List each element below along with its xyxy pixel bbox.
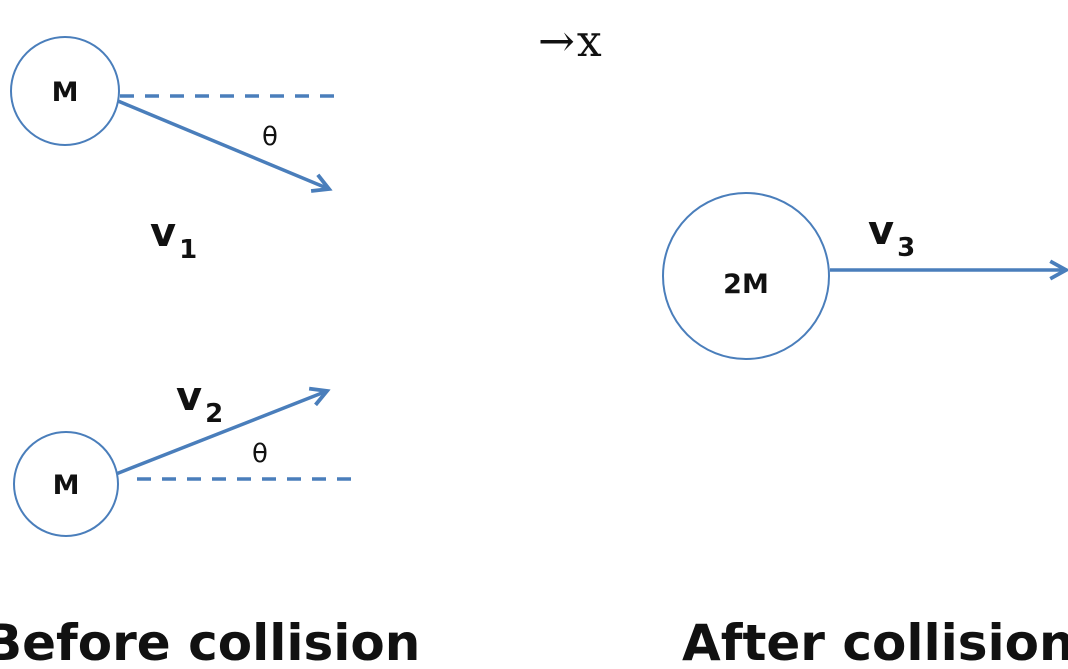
caption-before: Before collision [0, 614, 420, 669]
v2-symbol: v [176, 374, 202, 420]
ball-top: M [10, 36, 334, 189]
theta-bottom-label: θ [252, 439, 268, 469]
v2-subscript: 2 [205, 399, 223, 429]
theta-top-label: θ [262, 122, 278, 152]
v3-symbol: v [868, 208, 894, 254]
velocity-arrow-v1 [117, 99, 329, 189]
velocity-arrow-v2 [115, 391, 327, 476]
x-axis-label: →x [538, 16, 602, 67]
caption-after: After collision [682, 614, 1068, 669]
ball-bottom-circle [13, 431, 119, 537]
ball-top-circle [10, 36, 120, 146]
ball-after: 2M [662, 192, 1066, 360]
ball-bottom-label: M [53, 470, 80, 501]
x-axis-letter: x [577, 16, 602, 67]
v1-subscript: 1 [179, 235, 197, 265]
ball-top-label: M [52, 77, 79, 108]
ball-after-circle [662, 192, 830, 360]
v3-subscript: 3 [897, 233, 915, 263]
ball-after-label: 2M [723, 269, 769, 300]
ball-bottom: M [13, 391, 352, 537]
v1-symbol: v [150, 210, 176, 256]
x-axis-arrow: → [538, 16, 575, 67]
